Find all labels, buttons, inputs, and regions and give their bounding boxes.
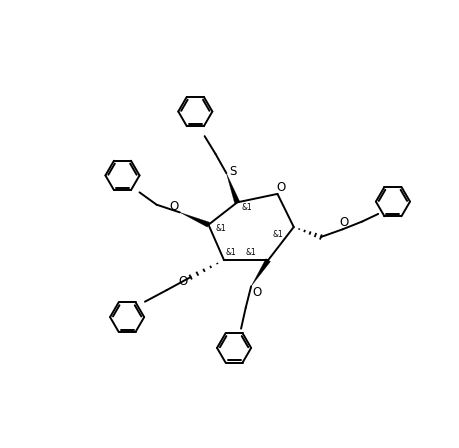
Text: &1: &1 [216,224,226,233]
Text: O: O [178,275,188,288]
Polygon shape [226,173,240,203]
Text: S: S [229,165,236,178]
Text: O: O [169,201,178,214]
Text: &1: &1 [226,248,236,257]
Text: &1: &1 [273,230,284,239]
Text: O: O [277,181,286,194]
Polygon shape [180,212,210,227]
Polygon shape [251,258,270,286]
Text: O: O [252,286,261,299]
Text: &1: &1 [246,248,257,257]
Text: &1: &1 [242,203,252,212]
Text: O: O [340,216,349,229]
